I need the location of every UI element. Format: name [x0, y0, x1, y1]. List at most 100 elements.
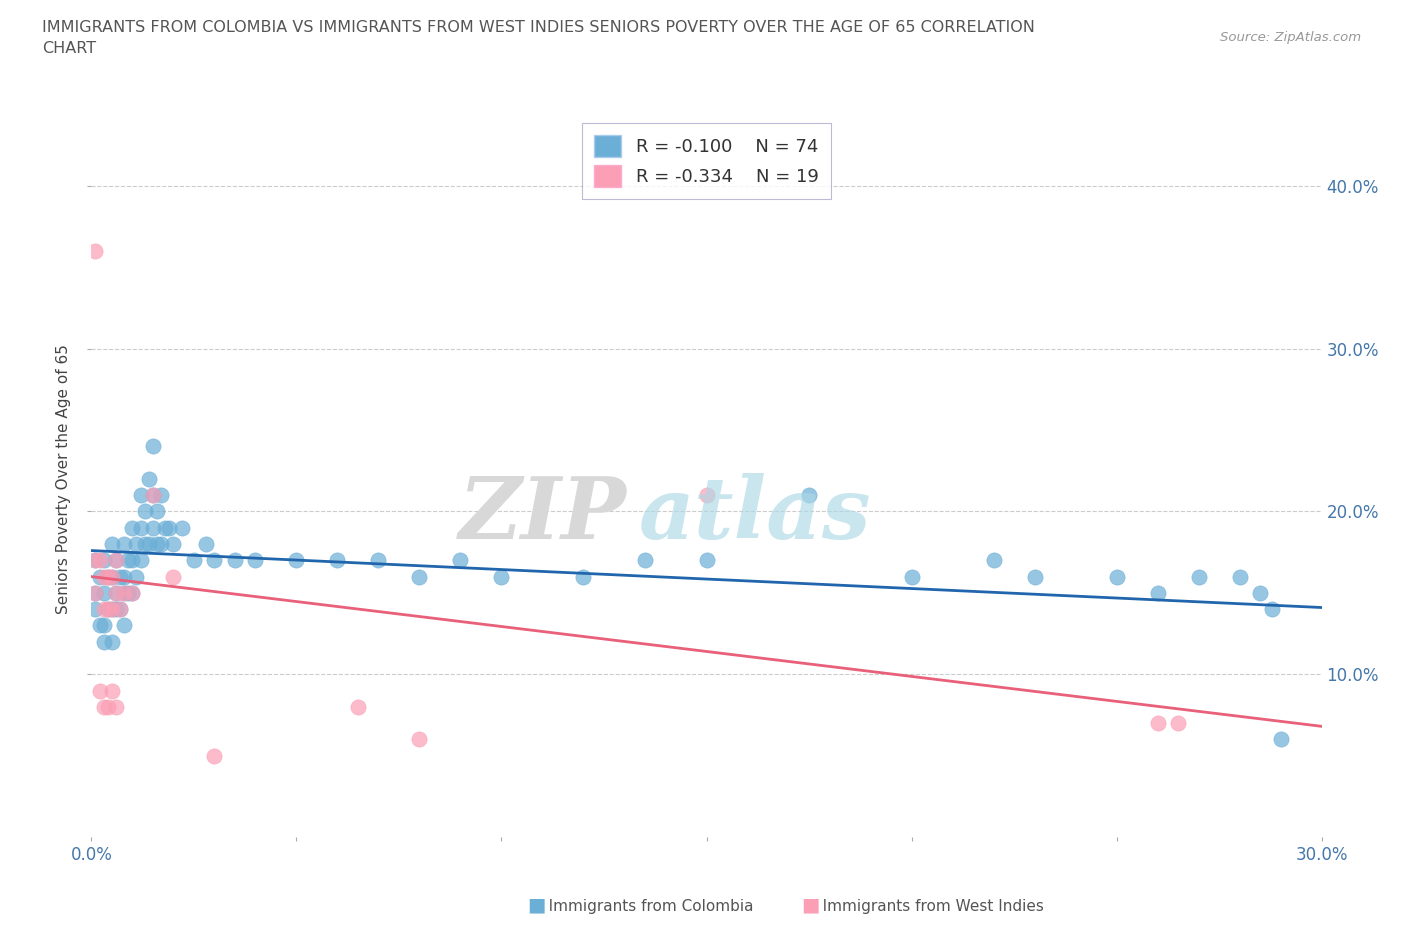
Point [138, 472, 160, 486]
Point [326, 552, 349, 567]
Point [89, 552, 111, 567]
Point [449, 552, 471, 567]
Legend: R = -0.100    N = 74, R = -0.334    N = 19: R = -0.100 N = 74, R = -0.334 N = 19 [582, 123, 831, 199]
Point [84, 602, 107, 617]
Point [695, 552, 717, 567]
Text: Immigrants from West Indies: Immigrants from West Indies [808, 899, 1045, 914]
Point [1229, 569, 1251, 584]
Point [695, 487, 717, 502]
Point [202, 748, 225, 763]
Text: atlas: atlas [638, 473, 872, 556]
Point [105, 586, 127, 601]
Point [121, 552, 143, 567]
Text: ZIP: ZIP [458, 473, 627, 556]
Point [153, 521, 177, 536]
Point [1024, 569, 1046, 584]
Point [105, 602, 127, 617]
Point [150, 487, 173, 502]
Point [138, 537, 160, 551]
Point [245, 552, 267, 567]
Point [93, 618, 115, 633]
Point [1261, 602, 1284, 617]
Point [1146, 716, 1168, 731]
Point [125, 569, 148, 584]
Y-axis label: Seniors Poverty Over the Age of 65: Seniors Poverty Over the Age of 65 [56, 344, 72, 614]
Point [142, 521, 165, 536]
Point [146, 504, 169, 519]
Point [101, 602, 124, 617]
Point [105, 552, 127, 567]
Point [347, 699, 370, 714]
Point [101, 569, 124, 584]
Point [162, 569, 184, 584]
Point [112, 586, 135, 601]
Point [112, 537, 135, 551]
Point [84, 586, 107, 601]
Point [97, 602, 120, 617]
Point [93, 699, 115, 714]
Point [108, 602, 131, 617]
Point [142, 487, 165, 502]
Point [101, 537, 124, 551]
Point [150, 537, 173, 551]
Point [285, 552, 308, 567]
Point [162, 537, 184, 551]
Point [797, 487, 820, 502]
Point [125, 537, 148, 551]
Point [121, 586, 143, 601]
Point [108, 602, 131, 617]
Text: ■: ■ [801, 896, 820, 914]
Point [900, 569, 922, 584]
Text: Source: ZipAtlas.com: Source: ZipAtlas.com [1220, 31, 1361, 44]
Point [224, 552, 246, 567]
Point [129, 487, 152, 502]
Point [84, 552, 107, 567]
Point [84, 586, 107, 601]
Point [146, 537, 169, 551]
Point [89, 683, 111, 698]
Point [93, 569, 115, 584]
Point [101, 602, 124, 617]
Point [101, 569, 124, 584]
Point [1105, 569, 1128, 584]
Text: Immigrants from Colombia: Immigrants from Colombia [534, 899, 754, 914]
Point [134, 537, 156, 551]
Point [89, 618, 111, 633]
Point [1270, 732, 1292, 747]
Point [112, 618, 135, 633]
Point [93, 634, 115, 649]
Point [634, 552, 657, 567]
Point [408, 732, 430, 747]
Point [89, 569, 111, 584]
Point [121, 521, 143, 536]
Point [112, 569, 135, 584]
Text: CHART: CHART [42, 41, 96, 56]
Point [202, 552, 225, 567]
Point [183, 552, 205, 567]
Point [129, 521, 152, 536]
Point [105, 586, 127, 601]
Point [157, 521, 180, 536]
Point [97, 569, 120, 584]
Point [142, 439, 165, 454]
Text: ■: ■ [527, 896, 546, 914]
Point [97, 569, 120, 584]
Point [112, 586, 135, 601]
Point [983, 552, 1005, 567]
Point [129, 552, 152, 567]
Point [121, 586, 143, 601]
Point [1167, 716, 1189, 731]
Point [101, 683, 124, 698]
Point [491, 569, 513, 584]
Point [97, 699, 120, 714]
Point [572, 569, 595, 584]
Point [97, 602, 120, 617]
Point [84, 552, 107, 567]
Point [105, 699, 127, 714]
Point [84, 244, 107, 259]
Text: IMMIGRANTS FROM COLOMBIA VS IMMIGRANTS FROM WEST INDIES SENIORS POVERTY OVER THE: IMMIGRANTS FROM COLOMBIA VS IMMIGRANTS F… [42, 20, 1035, 35]
Point [105, 552, 127, 567]
Point [93, 602, 115, 617]
Point [117, 552, 139, 567]
Point [1249, 586, 1271, 601]
